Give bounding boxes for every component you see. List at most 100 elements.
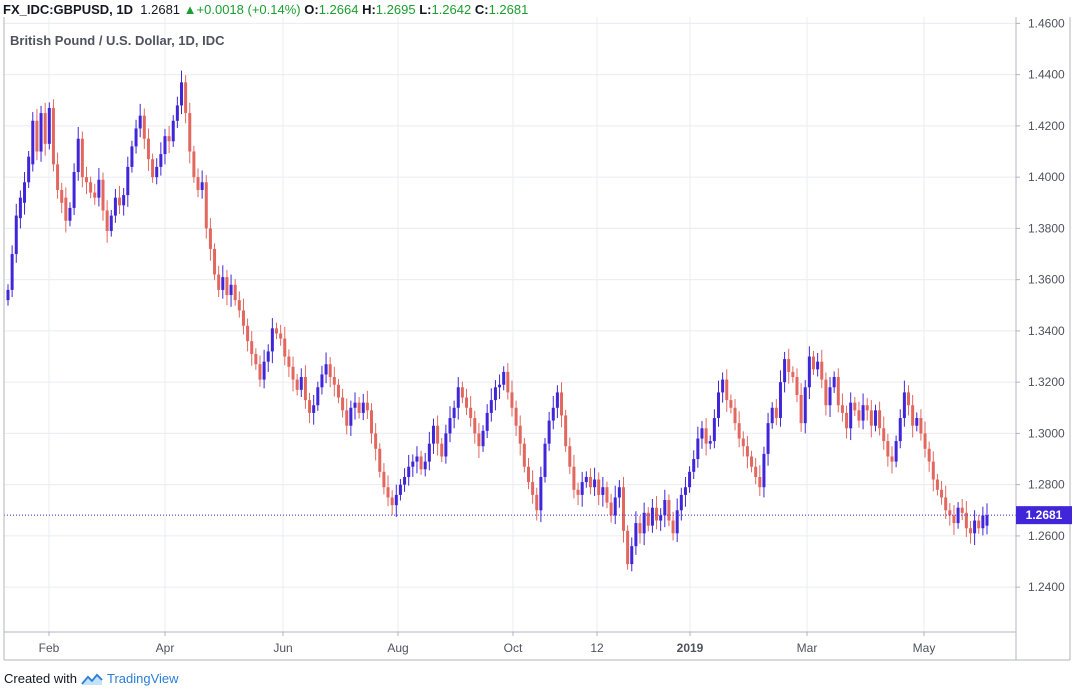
candle-body: [514, 407, 518, 426]
candle-body: [663, 500, 667, 516]
last-value: 1.2681: [140, 2, 181, 17]
candle-body: [328, 364, 332, 378]
candle-body: [675, 510, 679, 534]
candle-body: [758, 476, 762, 488]
candle-body: [547, 420, 551, 444]
time-tick-label: Oct: [504, 641, 523, 655]
candle-body: [357, 402, 361, 413]
candle-body: [324, 364, 328, 375]
candle-body: [667, 500, 671, 521]
candle-body: [423, 461, 427, 470]
candle-body: [948, 510, 952, 516]
candle-body: [807, 356, 811, 388]
price-axis[interactable]: 1.4600 1.4400 1.4200 1.4000 1.3800 1.3600 1.34…: [1016, 16, 1065, 594]
candle-body: [803, 387, 807, 424]
candle-body: [865, 405, 869, 411]
candle-body: [816, 361, 820, 370]
candle-body: [741, 438, 745, 447]
candle-body: [952, 515, 956, 524]
candle-body: [23, 182, 27, 203]
candle-body: [332, 377, 336, 385]
candle-body: [151, 159, 155, 178]
candle-body: [931, 461, 935, 480]
price-tick-label: 1.4200: [1028, 119, 1065, 133]
candle-body: [431, 425, 435, 444]
candle-body: [985, 515, 989, 526]
candle-body: [729, 400, 733, 408]
candle-body: [778, 382, 782, 419]
candle-body: [973, 520, 977, 534]
candle-body: [130, 146, 134, 167]
candle-body: [76, 138, 80, 173]
candle-body: [783, 359, 787, 383]
candle-body: [898, 418, 902, 442]
candle-body: [915, 418, 919, 426]
tradingview-link[interactable]: TradingView: [106, 671, 179, 686]
chart-subtitle: British Pound / U.S. Dollar, 1D, IDC: [10, 33, 225, 48]
candle-body: [510, 392, 514, 408]
candle-body: [502, 371, 506, 385]
created-with-text: Created with: [4, 671, 77, 686]
candle-body: [217, 274, 221, 290]
candle-body: [43, 113, 47, 144]
candle-body: [403, 476, 407, 485]
candle-body: [188, 113, 192, 152]
candle-body: [146, 138, 150, 160]
price-tick-label: 1.2600: [1028, 529, 1065, 543]
candle-body: [469, 407, 473, 419]
candle-body: [275, 328, 279, 334]
candle-body: [134, 128, 138, 147]
candle-body: [655, 507, 659, 521]
candle-body: [605, 487, 609, 503]
candle-body: [303, 377, 307, 401]
candle-body: [481, 430, 485, 447]
candle-body: [477, 433, 481, 447]
candle-body: [518, 425, 522, 444]
candle-body: [64, 197, 68, 221]
up-arrow-icon: ▲: [183, 2, 197, 17]
candle-body: [250, 341, 254, 354]
candle-body: [229, 284, 233, 296]
candle-body: [692, 459, 696, 472]
candle-body: [754, 466, 758, 477]
candle-body: [51, 107, 55, 165]
candle-body: [977, 520, 981, 529]
candle-body: [237, 300, 241, 311]
candle-body: [80, 138, 84, 178]
candle-body: [39, 113, 43, 152]
candle-body: [283, 338, 287, 357]
candle-body: [795, 377, 799, 395]
candle-body: [766, 423, 770, 454]
candle-body: [113, 197, 117, 216]
symbol-legend: FX_IDC:GBPUSD, 1D 1.2681 ▲+0.0018 (+0.14…: [3, 2, 528, 17]
candle-body: [427, 443, 431, 462]
candle-body: [650, 507, 654, 526]
footer-credit[interactable]: Created with TradingView: [4, 671, 179, 686]
candle-body: [725, 379, 729, 401]
open-label: O:: [304, 2, 319, 17]
price-tick-label: 1.4400: [1028, 68, 1065, 82]
candle-body: [419, 456, 423, 470]
candle-body: [126, 166, 130, 196]
candle-body: [968, 528, 972, 534]
candle-body: [444, 433, 448, 457]
candle-body: [312, 405, 316, 413]
tradingview-logo-icon: [81, 673, 103, 685]
candle-body: [266, 351, 270, 362]
candle-body: [820, 361, 824, 380]
candle-body: [522, 443, 526, 467]
candle-body: [861, 405, 865, 421]
candle-body: [84, 177, 88, 183]
candle-body: [626, 530, 630, 565]
time-axis[interactable]: Feb Apr Jun Aug Oct 12 2019 Mar May: [39, 632, 936, 655]
candle-body: [836, 377, 840, 406]
candle-body: [696, 438, 700, 460]
candle-body: [580, 482, 584, 495]
candle-body: [254, 353, 258, 365]
candle-body: [138, 115, 142, 129]
price-tick-label: 1.4000: [1028, 170, 1065, 184]
candle-body: [270, 328, 274, 352]
candle-body: [700, 428, 704, 439]
candle-body: [679, 494, 683, 511]
